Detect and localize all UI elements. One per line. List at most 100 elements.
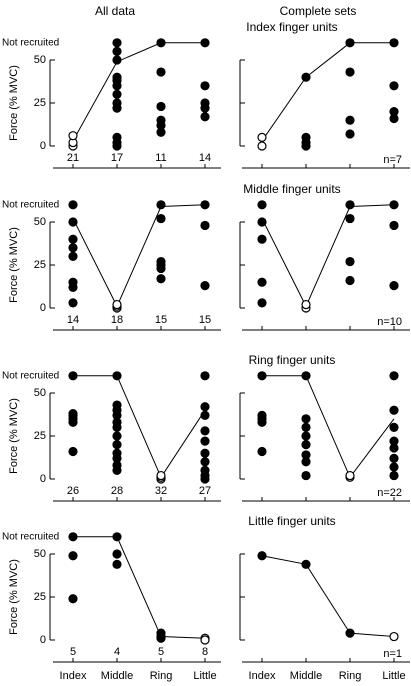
x-tick-label: Ring [339,670,362,682]
point [200,436,210,446]
point [112,38,122,48]
count-label: 15 [199,314,211,326]
count-label: 4 [114,646,120,658]
point [200,38,210,48]
y-tick-label: Not recruited [2,370,59,381]
point [389,453,399,463]
point [257,234,267,244]
y-tick-label: 25 [34,97,46,109]
x-tick-label: Middle [290,670,322,682]
x-tick-label: Ring [150,670,173,682]
point [200,474,210,484]
point [389,470,399,481]
point [301,440,311,450]
panel-title: Ring finger units [249,353,336,367]
point [200,103,210,113]
point [156,67,166,77]
y-tick-label: 25 [34,591,46,603]
point [257,446,267,457]
n-label: n=1 [383,648,402,660]
point [68,371,78,381]
count-label: 5 [70,646,76,658]
point [389,443,399,453]
y-tick-label: 0 [40,140,46,152]
point [112,103,122,113]
point [68,282,78,292]
point [389,200,399,210]
n-label: n=7 [383,154,402,166]
open-point [200,635,210,645]
median-line [73,375,206,479]
count-label: 26 [67,485,79,497]
median-line [72,42,205,142]
point [200,220,210,231]
point [301,414,311,424]
point [301,141,311,151]
y-tick-label: 25 [34,430,46,442]
point [257,417,267,427]
point [68,251,78,261]
y-tick-label: 0 [40,302,46,314]
point [389,462,399,472]
point [389,281,399,291]
point [257,298,267,308]
point [345,115,355,125]
point [112,532,122,542]
point [345,129,355,139]
point [301,72,311,82]
point [345,275,355,286]
point [112,89,122,100]
point [68,243,78,253]
x-tick-label: Middle [101,670,133,682]
point [301,422,311,432]
median-line [261,204,395,308]
y-tick-label: Not recruited [2,199,59,210]
point [112,46,122,57]
point [389,38,399,48]
point [68,532,78,542]
point [389,81,399,91]
count-label: 32 [155,485,167,497]
point [112,141,122,151]
y-tick-label: 0 [40,634,46,646]
point [156,38,166,48]
point [156,633,166,643]
column-header: All data [95,4,135,18]
point [200,457,210,467]
point [68,217,78,227]
point [156,101,166,112]
point [345,200,355,210]
open-point [257,141,267,151]
point [112,465,122,475]
count-label: 18 [111,314,123,326]
median-line [73,536,206,639]
point [200,426,210,436]
point [389,220,399,231]
count-label: 14 [67,314,79,326]
point [301,470,311,481]
open-point [345,470,355,481]
median-line [261,42,394,142]
point [68,551,78,561]
point [156,127,166,137]
point [112,559,122,569]
column-header: Complete sets [280,4,357,18]
y-axis-label: Force (% MVC) [8,227,20,303]
y-tick-label: 50 [34,216,46,228]
count-label: 28 [111,485,123,497]
x-tick-label: Index [249,670,276,682]
open-point [112,299,122,310]
x-tick-label: Little [193,670,216,682]
point [200,402,210,412]
point [345,67,355,77]
panel-title: Index finger units [246,20,337,34]
point [257,277,267,287]
point [301,431,311,441]
point [301,457,311,467]
y-tick-label: Not recruited [2,531,59,542]
count-label: 21 [67,152,79,164]
y-axis-label: Force (% MVC) [8,559,20,635]
point [156,274,166,284]
panel-title: Middle finger units [243,182,340,196]
point [112,81,122,91]
